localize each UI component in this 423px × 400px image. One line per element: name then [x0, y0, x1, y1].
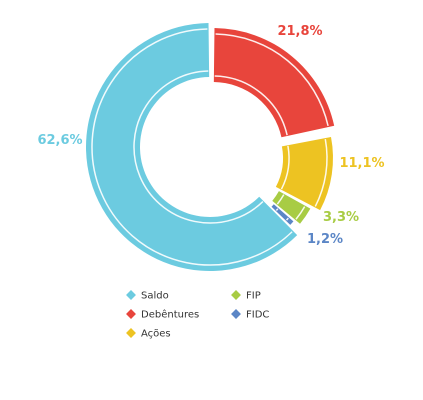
slice-saldo-inner-ring: [133, 70, 264, 224]
slice-fip: [272, 191, 311, 224]
legend-label-debentures: Debêntures: [141, 309, 199, 321]
slice-acoes-fill: [275, 136, 333, 211]
legend-marker-fip: [231, 290, 241, 300]
legend-marker-acoes: [126, 328, 136, 338]
legend-label-saldo: Saldo: [141, 291, 169, 302]
legend-item-fip: FIP: [231, 290, 261, 302]
data-label-debentures: 21,8%: [277, 24, 322, 39]
data-label-saldo: 62,6%: [37, 133, 82, 148]
legend-label-acoes: Ações: [141, 329, 171, 340]
slice-debentures-fill: [213, 28, 335, 138]
data-label-fip: 3,3%: [323, 210, 359, 225]
slice-debentures: [213, 28, 335, 138]
slice-fip-inner-ring: [276, 194, 285, 205]
slice-acoes: [275, 136, 333, 211]
legend-marker-fidc: [231, 309, 241, 319]
slice-fidc-outer-ring: [285, 217, 289, 221]
slice-debentures-outer-ring: [215, 33, 329, 127]
slice-acoes-outer-ring: [314, 138, 328, 207]
slice-saldo: [85, 23, 298, 272]
slice-fidc-inner-ring: [275, 208, 279, 211]
slice-fip-outer-ring: [295, 206, 306, 220]
legend-marker-saldo: [126, 290, 136, 300]
data-label-fidc: 1,2%: [307, 232, 343, 247]
slice-acoes-inner-ring: [280, 145, 290, 190]
slice-saldo-outer-ring: [91, 28, 293, 266]
legend-item-saldo: Saldo: [126, 290, 169, 302]
legend-label-fip: FIP: [246, 291, 261, 302]
legend-marker-debentures: [126, 309, 136, 319]
slice-saldo-fill: [85, 23, 298, 272]
slice-fidc: [271, 204, 294, 225]
legend-item-fidc: FIDC: [231, 309, 269, 321]
slice-debentures-inner-ring: [214, 75, 288, 136]
legend-item-debentures: Debêntures: [126, 309, 199, 321]
data-label-acoes: 11,1%: [339, 156, 384, 171]
legend-item-acoes: Ações: [126, 328, 171, 340]
legend-label-fidc: FIDC: [246, 310, 269, 321]
